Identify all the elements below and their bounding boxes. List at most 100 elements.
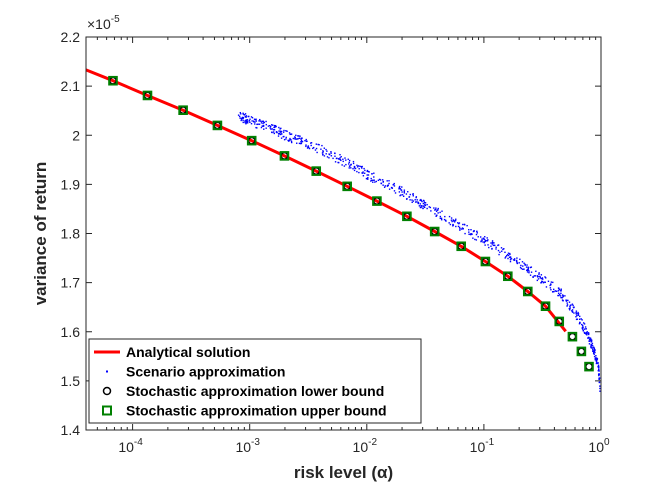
scenario-point (256, 127, 258, 129)
scenario-point (593, 355, 596, 358)
scenario-point (598, 374, 600, 377)
scenario-point (468, 229, 470, 231)
x-tick-label-exponent: -4 (134, 437, 143, 448)
scenario-point (373, 172, 375, 174)
scenario-point (595, 357, 598, 359)
scenario-point (538, 275, 540, 278)
scenario-point (270, 128, 272, 130)
scenario-point (305, 145, 307, 148)
scenario-point (290, 140, 293, 143)
scenario-point (421, 200, 423, 203)
scenario-point (488, 246, 490, 249)
upper-bound-marker (456, 241, 467, 252)
scenario-point (588, 340, 591, 342)
scenario-point (595, 355, 597, 357)
scenario-point (527, 266, 529, 268)
scenario-point (312, 146, 315, 149)
scenario-point (482, 241, 484, 243)
scenario-point (452, 225, 454, 227)
scenario-point (305, 144, 307, 146)
scenario-point (242, 112, 244, 114)
scenario-point (434, 208, 437, 211)
x-tick-label-exponent: -1 (485, 437, 494, 448)
scenario-point (403, 189, 406, 191)
scenario-point (356, 170, 358, 173)
scenario-point (597, 364, 600, 366)
scenario-point (593, 347, 595, 349)
scenario-point (246, 120, 249, 123)
scenario-point (449, 223, 452, 226)
labels-layer: 10-4 10-3 10-2 10-1 1001.41.51.61.71.81.922.… (31, 14, 610, 482)
scenario-point (550, 289, 552, 291)
scenario-point (241, 116, 244, 119)
scenario-point (388, 180, 390, 182)
scenario-point (430, 210, 432, 212)
scenario-point (283, 138, 286, 141)
scenario-point (242, 116, 245, 119)
scenario-point (587, 333, 590, 336)
scenario-point (258, 123, 261, 125)
bound-markers (108, 75, 594, 372)
scenario-point (565, 299, 567, 301)
scenario-point (555, 290, 557, 293)
scenario-point (515, 259, 518, 262)
scenario-point (339, 158, 341, 161)
scenario-point (433, 207, 435, 209)
scenario-point (271, 128, 273, 130)
scenario-point (564, 295, 566, 297)
scenario-point (583, 328, 586, 330)
scenario-point (436, 209, 439, 211)
x-tick-label-exponent: 0 (604, 437, 610, 448)
scenario-point (452, 219, 454, 221)
scenario-point (362, 171, 364, 173)
scenario-point (497, 249, 500, 252)
scenario-point (401, 194, 404, 196)
scenario-point (298, 137, 301, 139)
scenario-point (541, 280, 543, 283)
scenario-point (519, 266, 522, 269)
scenario-point (255, 118, 257, 120)
scenario-point (393, 185, 396, 187)
scenario-point (373, 176, 375, 178)
scenario-point (265, 123, 267, 126)
scenario-point (558, 289, 560, 291)
scenario-point (497, 244, 499, 247)
scenario-point (590, 340, 593, 342)
scenario-point (536, 276, 539, 278)
upper-bound-marker (372, 196, 382, 206)
scenario-point (300, 141, 302, 143)
scenario-point (272, 129, 275, 131)
scenario-point (297, 138, 299, 140)
scenario-point (417, 202, 420, 205)
scenario-point (295, 134, 297, 137)
scenario-point (328, 157, 330, 159)
scenario-point (586, 332, 588, 334)
scenario-point (422, 202, 425, 205)
scenario-point (434, 209, 436, 211)
scenario-point (286, 130, 288, 132)
scenario-point (366, 174, 368, 176)
scenario-point (590, 341, 592, 343)
scenario-point (518, 262, 520, 264)
scenario-point (498, 253, 500, 256)
scenario-point (566, 302, 568, 304)
upper-bound-marker (178, 105, 188, 115)
scenario-point (315, 143, 318, 145)
scenario-point (382, 184, 384, 186)
scenario-point (495, 248, 497, 250)
scenario-point (372, 181, 374, 183)
scenario-point (509, 257, 512, 259)
scenario-point (290, 133, 293, 135)
scenario-point (318, 144, 320, 146)
legend-box (88, 338, 422, 424)
scenario-point (294, 136, 296, 138)
scenario-point (300, 137, 303, 139)
scenario-point (462, 223, 464, 226)
scenario-point (400, 194, 402, 196)
scenario-point (440, 217, 443, 220)
scenario-point (334, 161, 337, 163)
scenario-point (448, 222, 450, 224)
scenario-point (480, 240, 482, 243)
scenario-point (339, 154, 341, 156)
scenario-point (401, 186, 403, 188)
